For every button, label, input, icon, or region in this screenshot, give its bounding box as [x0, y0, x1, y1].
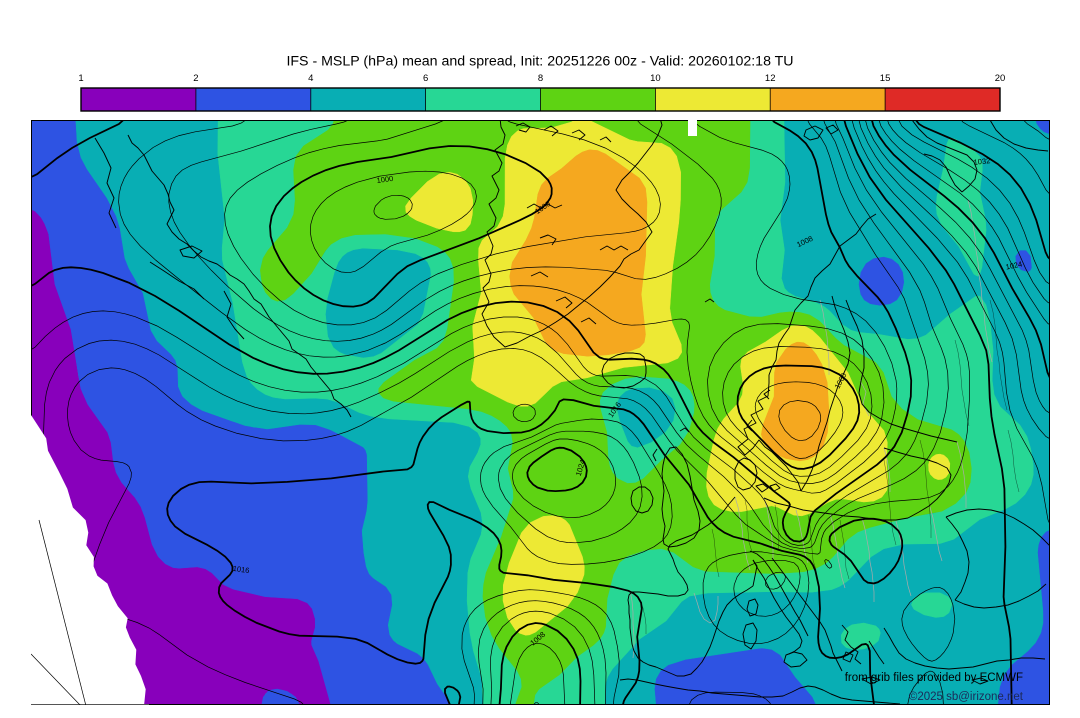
svg-text:©2025 sb@irizone.net: ©2025 sb@irizone.net: [909, 691, 1024, 703]
svg-text:1000: 1000: [376, 174, 394, 185]
svg-text:4: 4: [308, 73, 313, 84]
svg-text:1024: 1024: [1005, 259, 1023, 271]
svg-text:8: 8: [538, 73, 543, 84]
svg-text:15: 15: [880, 73, 891, 84]
svg-text:12: 12: [765, 73, 776, 84]
svg-text:6: 6: [423, 73, 428, 84]
svg-text:1032: 1032: [973, 156, 991, 167]
svg-text:20: 20: [995, 73, 1006, 84]
svg-text:1016: 1016: [232, 564, 250, 575]
svg-text:1: 1: [78, 73, 83, 84]
svg-text:from grib files provided by EC: from grib files provided by ECMWF: [845, 672, 1023, 684]
svg-text:2: 2: [193, 73, 198, 84]
svg-text:IFS - MSLP (hPa) mean and spre: IFS - MSLP (hPa) mean and spread, Init: …: [286, 54, 793, 70]
svg-text:10: 10: [650, 73, 661, 84]
